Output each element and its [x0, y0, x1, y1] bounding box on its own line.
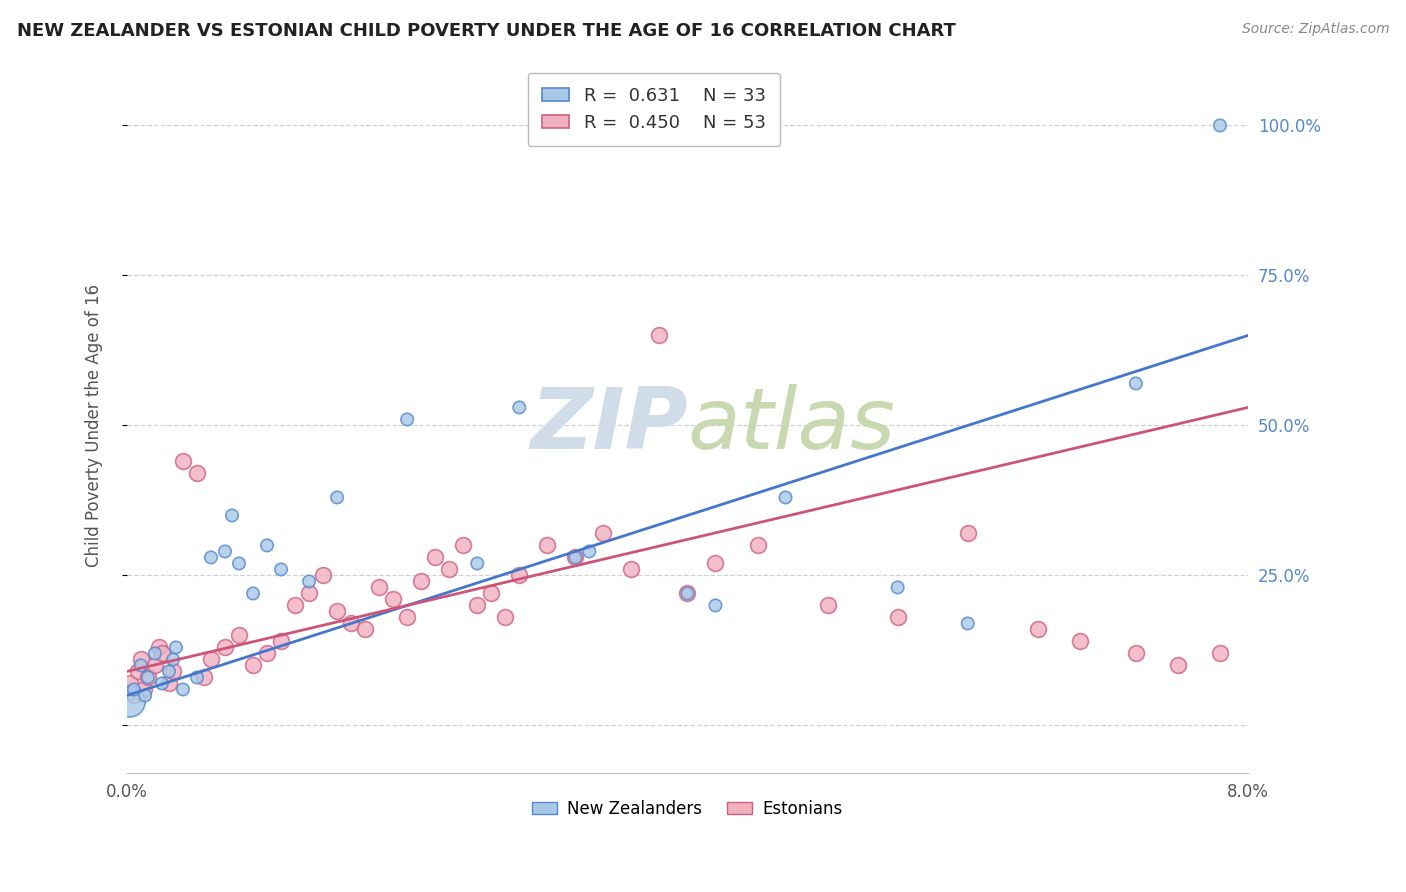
Point: [1069, 634, 1091, 648]
Point: [298, 574, 321, 589]
Point: [465, 557, 488, 571]
Point: [242, 658, 264, 673]
Point: [214, 544, 236, 558]
Text: NEW ZEALANDER VS ESTONIAN CHILD POVERTY UNDER THE AGE OF 16 CORRELATION CHART: NEW ZEALANDER VS ESTONIAN CHILD POVERTY …: [17, 22, 956, 40]
Point: [536, 538, 558, 552]
Point: [122, 682, 145, 697]
Point: [228, 557, 250, 571]
Point: [956, 526, 979, 541]
Point: [340, 616, 363, 631]
Point: [129, 652, 152, 666]
Point: [1209, 647, 1232, 661]
Point: [172, 454, 194, 468]
Point: [396, 610, 419, 624]
Point: [648, 328, 671, 343]
Point: [162, 665, 184, 679]
Point: [127, 665, 149, 679]
Point: [465, 599, 488, 613]
Point: [1026, 623, 1049, 637]
Point: [312, 568, 335, 582]
Point: [817, 599, 839, 613]
Point: [200, 550, 222, 565]
Point: [193, 670, 215, 684]
Point: [256, 647, 278, 661]
Point: [1125, 376, 1147, 391]
Point: [136, 670, 159, 684]
Point: [165, 640, 187, 655]
Point: [122, 689, 145, 703]
Point: [592, 526, 614, 541]
Point: [150, 647, 173, 661]
Point: [129, 658, 152, 673]
Point: [157, 665, 180, 679]
Point: [270, 562, 292, 576]
Point: [620, 562, 643, 576]
Point: [148, 640, 170, 655]
Point: [200, 652, 222, 666]
Point: [508, 401, 530, 415]
Y-axis label: Child Poverty Under the Age of 16: Child Poverty Under the Age of 16: [86, 284, 103, 567]
Point: [143, 658, 166, 673]
Point: [1125, 647, 1147, 661]
Point: [439, 562, 461, 576]
Point: [186, 670, 208, 684]
Point: [1167, 658, 1189, 673]
Point: [256, 538, 278, 552]
Point: [298, 586, 321, 600]
Point: [186, 467, 208, 481]
Point: [1209, 119, 1232, 133]
Point: [270, 634, 292, 648]
Point: [425, 550, 447, 565]
Point: [886, 581, 908, 595]
Point: [886, 610, 908, 624]
Point: [382, 592, 405, 607]
Point: [396, 412, 419, 426]
Point: [242, 586, 264, 600]
Point: [162, 652, 184, 666]
Point: [494, 610, 516, 624]
Point: [578, 544, 600, 558]
Point: [143, 647, 166, 661]
Point: [368, 581, 391, 595]
Point: [326, 604, 349, 618]
Text: Source: ZipAtlas.com: Source: ZipAtlas.com: [1241, 22, 1389, 37]
Point: [564, 550, 586, 565]
Point: [956, 616, 979, 631]
Point: [704, 557, 727, 571]
Point: [676, 586, 699, 600]
Point: [479, 586, 502, 600]
Point: [228, 628, 250, 642]
Legend: New Zealanders, Estonians: New Zealanders, Estonians: [526, 793, 849, 824]
Text: atlas: atlas: [688, 384, 896, 467]
Point: [775, 491, 797, 505]
Point: [150, 676, 173, 690]
Point: [118, 676, 141, 690]
Point: [118, 694, 141, 708]
Point: [411, 574, 433, 589]
Point: [221, 508, 243, 523]
Point: [134, 689, 156, 703]
Point: [157, 676, 180, 690]
Point: [451, 538, 474, 552]
Point: [172, 682, 194, 697]
Point: [676, 586, 699, 600]
Point: [136, 670, 159, 684]
Point: [214, 640, 236, 655]
Point: [564, 550, 586, 565]
Point: [354, 623, 377, 637]
Text: ZIP: ZIP: [530, 384, 688, 467]
Point: [704, 599, 727, 613]
Point: [508, 568, 530, 582]
Point: [132, 682, 155, 697]
Point: [747, 538, 769, 552]
Point: [284, 599, 307, 613]
Point: [326, 491, 349, 505]
